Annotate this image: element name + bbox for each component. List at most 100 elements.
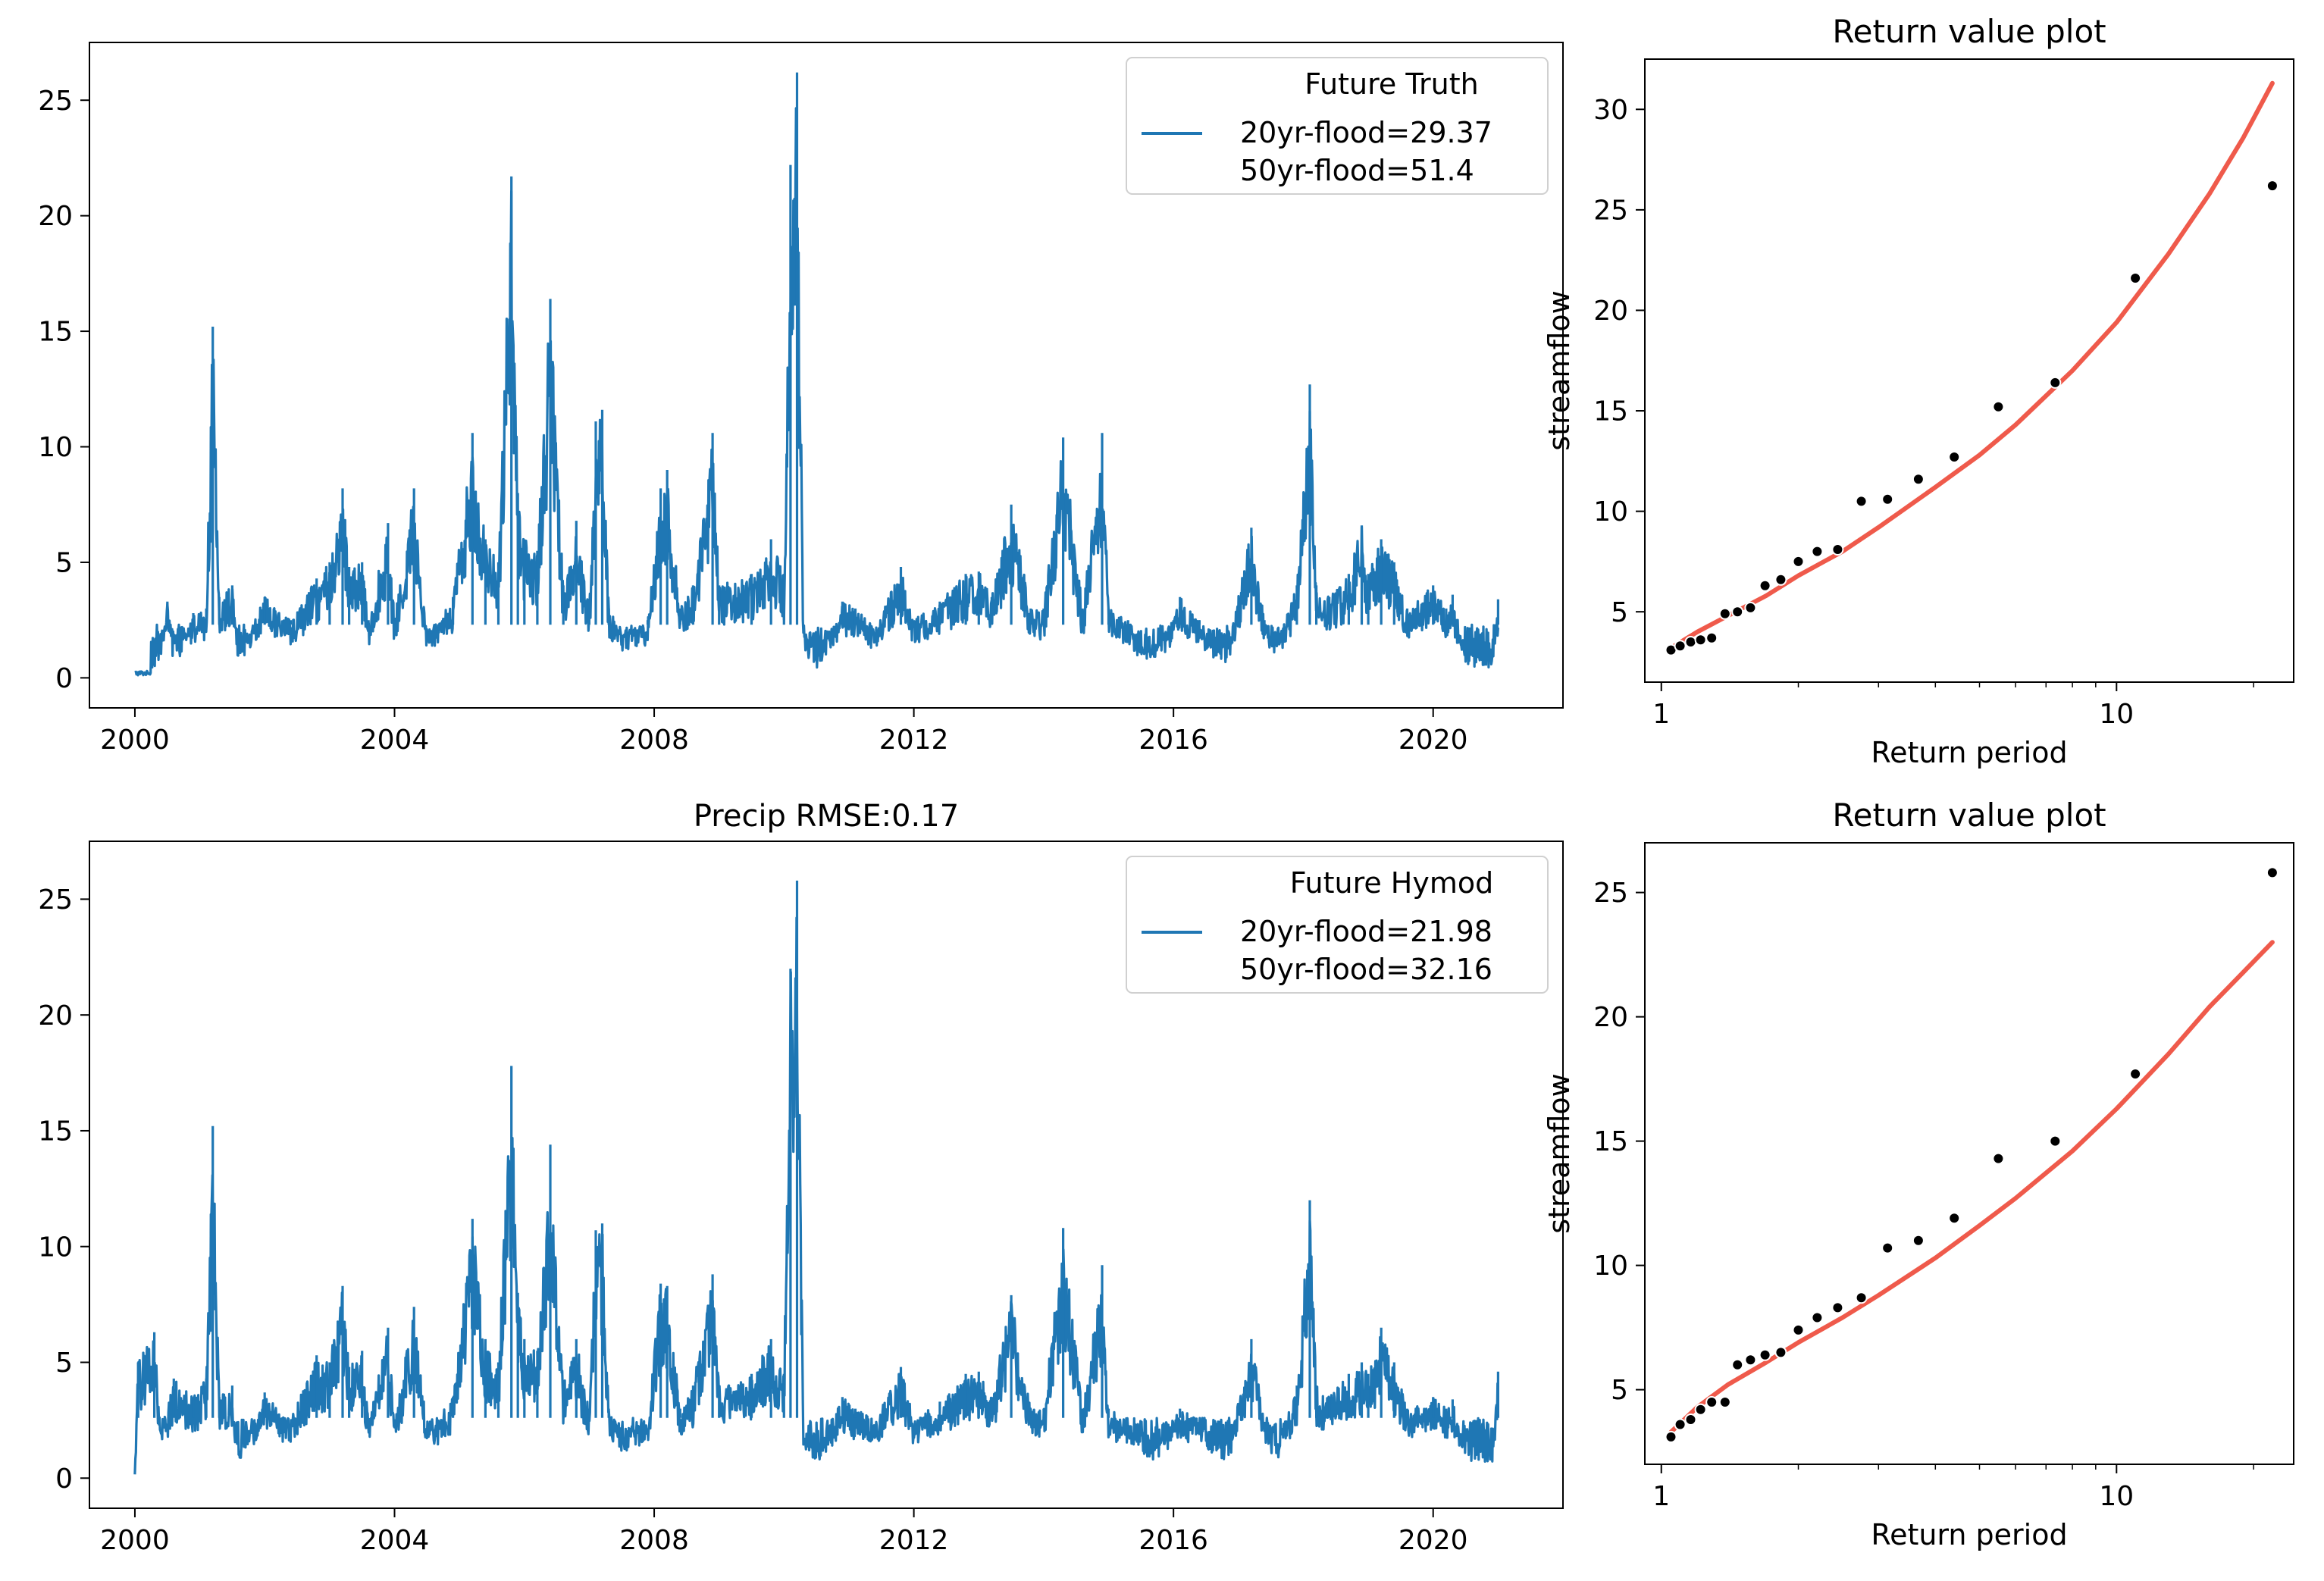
axes-frame bbox=[89, 42, 1564, 709]
x-axis-label: Return period bbox=[1871, 1518, 2067, 1551]
return-plot-panel-bottom-right: Return value plot 5 10 15 20 25 1 10 Return peri… bbox=[1543, 797, 2294, 1551]
data-point bbox=[1811, 1311, 1824, 1324]
data-point bbox=[1811, 545, 1824, 558]
x-tick-label: 2004 bbox=[360, 725, 430, 756]
y-tick-label: 10 bbox=[1593, 496, 1628, 528]
data-point bbox=[1774, 1346, 1787, 1359]
x-tick-label: 2016 bbox=[1139, 1525, 1208, 1556]
data-point bbox=[1912, 1234, 1925, 1247]
x-tick-label: 2012 bbox=[879, 725, 949, 756]
legend-frame bbox=[1126, 856, 1549, 994]
y-tick-label: 15 bbox=[38, 1116, 73, 1147]
data-point bbox=[1744, 601, 1757, 614]
y-axis-label: streamflow bbox=[1543, 1073, 1576, 1233]
y-tick-label: 0 bbox=[55, 1464, 73, 1495]
fit-curve bbox=[1668, 80, 2275, 650]
y-tick-label: 5 bbox=[1611, 1375, 1628, 1406]
series-peaks bbox=[166, 72, 1499, 625]
y-tick-label: 20 bbox=[1593, 1002, 1628, 1033]
x-tick-label: 1 bbox=[1652, 699, 1670, 730]
data-point bbox=[1731, 1358, 1744, 1371]
y-tick-label: 5 bbox=[55, 1348, 73, 1379]
data-point bbox=[2266, 866, 2279, 879]
data-point bbox=[2049, 1135, 2062, 1147]
data-point bbox=[1831, 1301, 1844, 1314]
axes-frame bbox=[89, 841, 1564, 1509]
y-tick-label: 15 bbox=[1593, 1126, 1628, 1157]
data-point bbox=[1992, 400, 2005, 413]
data-point bbox=[1705, 1396, 1718, 1408]
x-tick-label: 2016 bbox=[1139, 725, 1208, 756]
y-tick-label: 25 bbox=[38, 884, 73, 916]
panel-title: Return value plot bbox=[1832, 13, 2106, 50]
data-point bbox=[1855, 1291, 1868, 1304]
data-point bbox=[1744, 1354, 1757, 1367]
legend-label: 20yr-flood=21.98 bbox=[1240, 915, 1492, 948]
data-point bbox=[1881, 1241, 1894, 1254]
x-tick-label: 2008 bbox=[619, 725, 689, 756]
return-plot-panel-top-right: Return value plot 5 10 15 20 25 30 1 10 Return pe… bbox=[1543, 13, 2294, 769]
x-tick-label: 2000 bbox=[100, 725, 170, 756]
x-tick-label: 2020 bbox=[1398, 1525, 1468, 1556]
fit-curve bbox=[1668, 940, 2275, 1435]
data-point bbox=[1992, 1152, 2005, 1165]
timeseries-panel-top-left: 0 5 10 15 20 25 2000 2004 2008 2012 2016 2020 Future… bbox=[38, 42, 1564, 756]
y-tick-label: 10 bbox=[38, 432, 73, 463]
x-tick-label: 10 bbox=[2099, 699, 2134, 730]
axes-frame bbox=[1644, 842, 2294, 1465]
x-tick-label: 2012 bbox=[879, 1525, 949, 1556]
data-point bbox=[1674, 640, 1687, 653]
data-point bbox=[1718, 1396, 1731, 1408]
data-point bbox=[1674, 1418, 1687, 1431]
y-tick-label: 20 bbox=[38, 201, 73, 232]
data-point bbox=[1694, 1403, 1707, 1416]
data-point bbox=[1684, 1414, 1697, 1426]
series-peaks bbox=[136, 880, 1499, 1418]
y-axis-label: streamflow bbox=[1543, 290, 1576, 450]
x-tick-label: 1 bbox=[1652, 1481, 1670, 1512]
data-point bbox=[2129, 1068, 2142, 1080]
data-point bbox=[1831, 543, 1844, 556]
y-tick-label: 30 bbox=[1593, 95, 1628, 126]
x-axis-label: Return period bbox=[1871, 736, 2067, 769]
legend: Future Hymod 20yr-flood=21.98 50yr-flood=3… bbox=[1126, 856, 1549, 994]
x-tick-label: 2000 bbox=[100, 1525, 170, 1556]
timeseries-panel-bottom-left: Precip RMSE:0.17 0 5 10 15 20 25 2000 2004 2008 20… bbox=[38, 799, 1564, 1556]
legend-frame bbox=[1126, 57, 1549, 195]
data-point bbox=[2266, 180, 2279, 193]
data-point bbox=[1759, 579, 1771, 592]
y-tick-label: 5 bbox=[55, 548, 73, 579]
data-point bbox=[1948, 1212, 1961, 1225]
y-tick-label: 20 bbox=[1593, 296, 1628, 327]
data-point bbox=[1792, 555, 1805, 568]
x-tick-label: 2004 bbox=[360, 1525, 430, 1556]
legend-label: 50yr-flood=51.4 bbox=[1240, 154, 1474, 187]
x-tick-label: 2020 bbox=[1398, 725, 1468, 756]
data-point bbox=[1774, 573, 1787, 586]
legend-title: Future Truth bbox=[1305, 67, 1478, 101]
data-point bbox=[1731, 606, 1744, 618]
data-point bbox=[1694, 634, 1707, 646]
y-tick-label: 25 bbox=[1593, 195, 1628, 226]
data-point bbox=[1912, 473, 1925, 486]
x-tick-label: 2008 bbox=[619, 1525, 689, 1556]
y-tick-label: 5 bbox=[1611, 597, 1628, 628]
legend-label: 20yr-flood=29.37 bbox=[1240, 116, 1492, 149]
y-tick-label: 20 bbox=[38, 1000, 73, 1032]
data-point bbox=[1705, 631, 1718, 644]
y-tick-label: 10 bbox=[38, 1232, 73, 1263]
data-point bbox=[1759, 1348, 1771, 1361]
legend: Future Truth 20yr-flood=29.37 50yr-flood=5… bbox=[1126, 57, 1549, 195]
x-tick-label: 10 bbox=[2099, 1481, 2134, 1512]
y-tick-label: 25 bbox=[38, 86, 73, 117]
data-point bbox=[1684, 636, 1697, 648]
y-tick-label: 10 bbox=[1593, 1251, 1628, 1282]
y-tick-label: 15 bbox=[1593, 396, 1628, 427]
series-line bbox=[133, 916, 1499, 1475]
data-point bbox=[1948, 451, 1961, 463]
data-point bbox=[2129, 272, 2142, 284]
data-point bbox=[1665, 1430, 1677, 1443]
y-tick-label: 0 bbox=[55, 663, 73, 694]
panel-title: Return value plot bbox=[1832, 797, 2106, 834]
